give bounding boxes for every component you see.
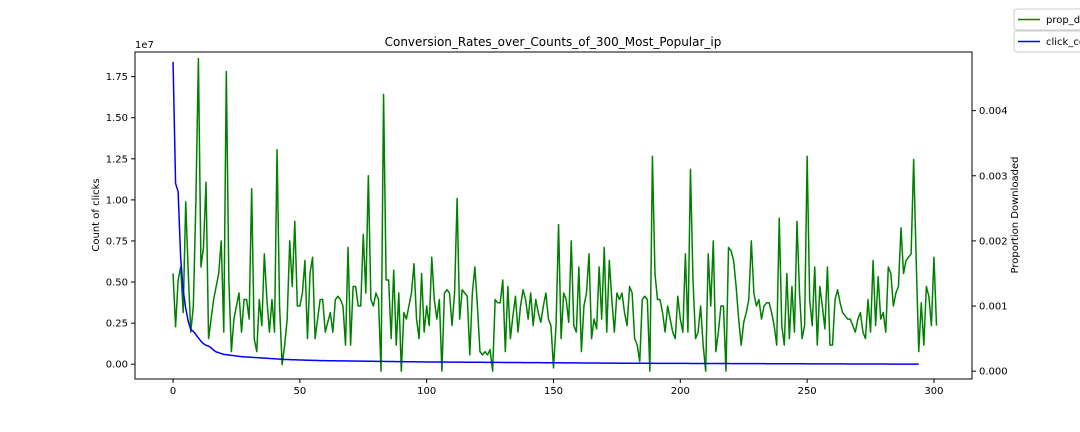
y-axis-offset-label: 1e7 [135, 40, 154, 51]
x-tick-label: 250 [798, 386, 817, 397]
chart-title: Conversion_Rates_over_Counts_of_300_Most… [385, 35, 722, 49]
x-tick-label: 150 [544, 386, 563, 397]
y-tick-label: 1.25 [106, 154, 128, 165]
y2-axis-label: Proportion Downloaded [1010, 157, 1021, 274]
y2-tick-label: 0.001 [979, 302, 1008, 313]
series-line-prop_d [172, 57, 938, 372]
y2-tick-label: 0.002 [979, 236, 1008, 247]
y2-tick-label: 0.000 [979, 367, 1008, 378]
series-layer [172, 57, 938, 372]
legend: prop_d click_co [1013, 8, 1080, 53]
axes-layer: 0 50 100 150 200 250 300 0.00 0.25 0.50 0.75 1.00 1.… [106, 51, 1008, 397]
legend-label: click_co [1046, 37, 1080, 48]
y-axis-label: Count of clicks [91, 178, 102, 251]
y2-tick-label: 0.003 [979, 171, 1008, 182]
x-tick-label: 100 [417, 386, 436, 397]
y2-tick-label: 0.004 [979, 106, 1008, 117]
legend-box [1013, 30, 1080, 53]
series-line-click_co [172, 61, 919, 365]
x-tick-label: 50 [293, 386, 306, 397]
x-tick-label: 300 [924, 386, 943, 397]
x-tick-label: 0 [170, 386, 176, 397]
y-tick-label: 1.50 [106, 113, 128, 124]
y-tick-label: 1.00 [106, 195, 128, 206]
legend-box [1013, 8, 1080, 31]
legend-label: prop_d [1046, 15, 1080, 26]
y-tick-label: 0.00 [106, 360, 128, 371]
y-tick-label: 1.75 [106, 72, 128, 83]
y-tick-label: 0.25 [106, 319, 128, 330]
y-tick-label: 0.50 [106, 278, 128, 289]
y-tick-label: 0.75 [106, 236, 128, 247]
x-tick-label: 200 [671, 386, 690, 397]
